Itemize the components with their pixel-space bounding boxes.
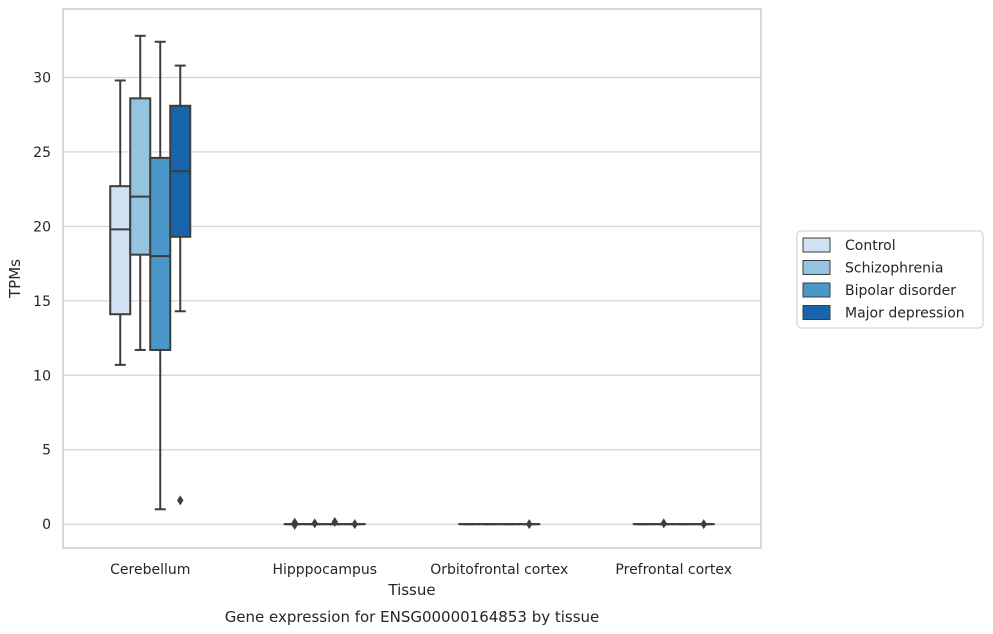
x-tick-label: Hipppocampus: [272, 562, 377, 578]
outlier-point: [177, 495, 184, 506]
box-control: [283, 517, 306, 530]
box-schizophrenia: [652, 518, 675, 529]
legend: Control Schizophrenia Bipolar disorder Majo…: [796, 230, 984, 329]
y-tick-label: 15: [33, 294, 51, 310]
y-tick-label: 30: [33, 70, 51, 86]
x-tick-label: Prefrontal cortex: [615, 562, 732, 578]
y-tick-label: 0: [42, 517, 51, 533]
outlier-point: [351, 519, 358, 530]
y-tick-label: 10: [33, 368, 51, 384]
legend-label-control: Control: [845, 238, 896, 254]
outlier-point: [700, 519, 707, 530]
y-tick-label: 25: [33, 145, 51, 161]
box-iqr: [109, 185, 132, 316]
x-tick-labels: Cerebellum Hipppocampus Orbitofrontal cort…: [110, 562, 732, 578]
y-axis-label: TPMs: [6, 259, 24, 299]
box-bipolar-disorder: [149, 40, 172, 511]
outlier-point: [311, 518, 318, 529]
x-tick-label: Cerebellum: [110, 562, 190, 578]
outlier-point: [526, 519, 533, 530]
legend-label-schizophrenia: Schizophrenia: [845, 261, 943, 277]
box-major-depression: [518, 519, 541, 530]
box-major-depression: [169, 64, 192, 506]
legend-swatch-schizophrenia: [802, 260, 831, 275]
legend-frame: [796, 230, 984, 329]
chart-caption: Gene expression for ENSG00000164853 by t…: [225, 608, 600, 626]
y-tick-labels: 0 5 10 15 20 25 30: [33, 70, 51, 533]
box-major-depression: [692, 519, 715, 530]
legend-swatch-bipolar-disorder: [802, 282, 831, 298]
box-schizophrenia: [129, 34, 152, 351]
legend-label-major-depression: Major depression: [845, 306, 965, 322]
outlier-point: [291, 519, 298, 530]
box-iqr: [129, 97, 152, 256]
y-tick-label: 20: [33, 219, 51, 235]
box-major-depression: [343, 519, 366, 530]
y-tick-label: 5: [42, 443, 51, 459]
outlier-point: [331, 516, 338, 527]
box-iqr: [149, 156, 172, 351]
plot-boxes: [109, 34, 715, 530]
legend-swatch-major-depression: [802, 305, 831, 320]
plot-area-frame: [62, 8, 762, 549]
outlier-point: [660, 518, 667, 529]
legend-swatch-control: [802, 237, 831, 253]
x-axis-label: Tissue: [387, 581, 435, 599]
x-tick-label: Orbitofrontal cortex: [430, 562, 568, 578]
box-control: [109, 79, 132, 366]
legend-label-bipolar-disorder: Bipolar disorder: [845, 283, 956, 299]
